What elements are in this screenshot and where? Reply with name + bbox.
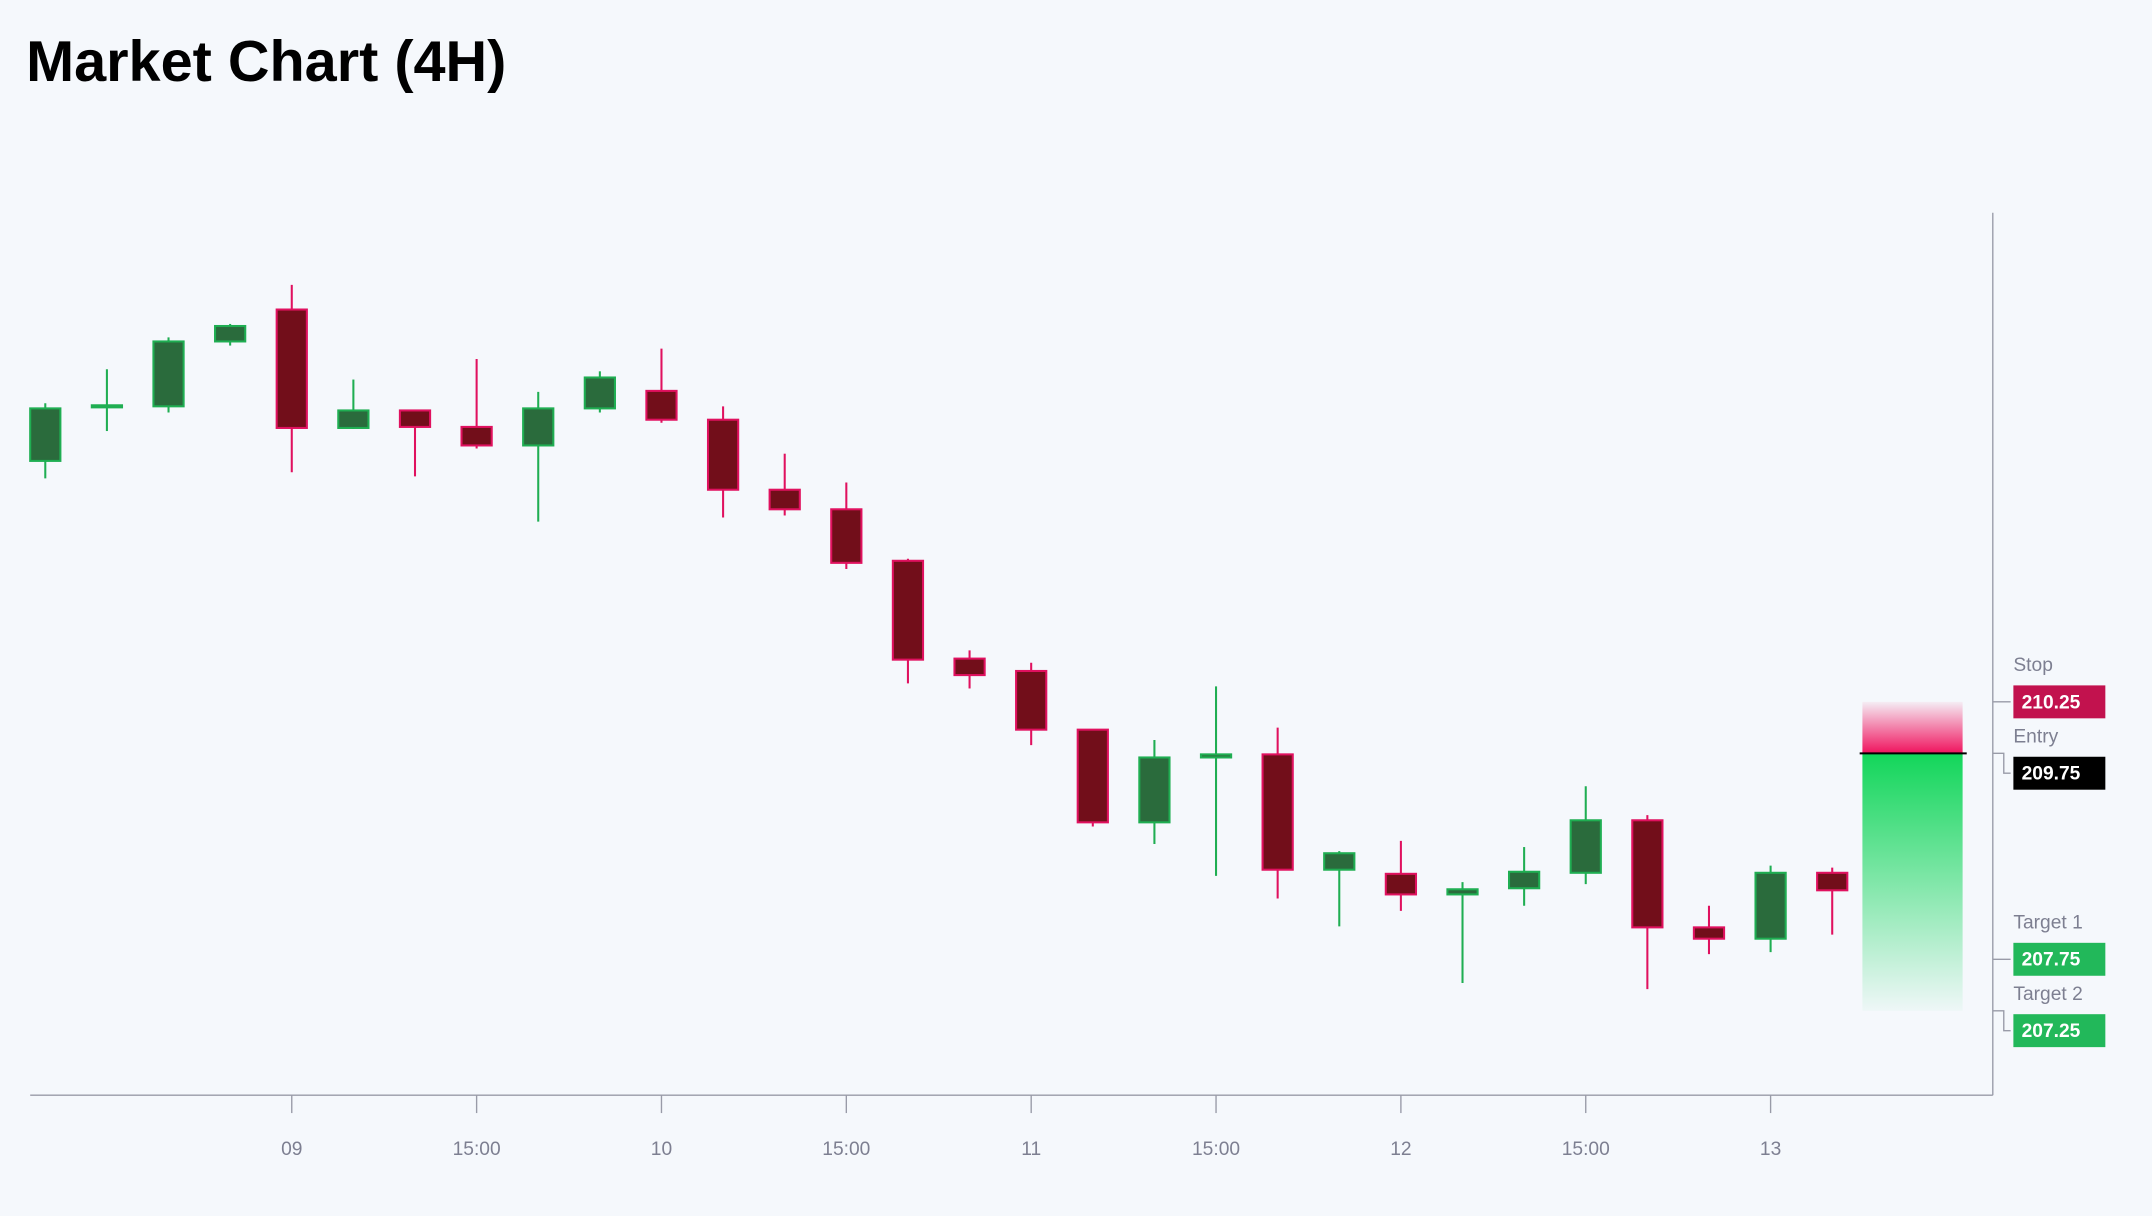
- x-tick-label: 13: [1760, 1139, 1781, 1160]
- level-value: 209.75: [2022, 764, 2081, 785]
- x-tick-label: 11: [1021, 1139, 1041, 1160]
- level-label: Target 1: [2013, 913, 2082, 934]
- candle-body: [768, 488, 801, 511]
- candle-body: [1323, 852, 1356, 871]
- x-tick-label: 12: [1390, 1139, 1411, 1160]
- level-badge: [2013, 1014, 2106, 1048]
- candle-body: [1508, 870, 1541, 890]
- candle-body: [706, 418, 740, 491]
- chart-title: Market Chart (4H): [26, 30, 506, 94]
- candle-body: [214, 324, 247, 343]
- candle-body: [337, 409, 370, 429]
- x-tick-label: 09: [281, 1139, 302, 1160]
- candle-body: [645, 389, 678, 421]
- stop-zone: [1862, 701, 1963, 754]
- level-tick: [1992, 752, 2011, 774]
- x-tick-label: 10: [651, 1139, 672, 1160]
- level-badge: [2013, 685, 2106, 719]
- level-badge: [2013, 756, 2106, 790]
- candle-body: [1692, 926, 1726, 940]
- candle-body: [1384, 872, 1418, 896]
- candle-body: [1199, 753, 1233, 759]
- level-badge: [2013, 942, 2106, 976]
- level-label: Target 2: [2013, 984, 2082, 1005]
- x-tick-label: 15:00: [1562, 1139, 1610, 1160]
- candle-body: [1015, 669, 1048, 731]
- candle-body: [1446, 888, 1479, 896]
- candle-body: [1816, 871, 1849, 892]
- candle-body: [152, 340, 185, 408]
- candle-body: [275, 308, 308, 429]
- level-value: 210.25: [2022, 692, 2081, 713]
- candle-body: [1138, 756, 1171, 824]
- candle-body: [1076, 728, 1109, 824]
- level-label: Stop: [2013, 655, 2053, 676]
- x-tick-label: 15:00: [453, 1139, 501, 1160]
- candle-body: [460, 425, 493, 447]
- level-value: 207.25: [2022, 1021, 2081, 1042]
- x-tick-label: 15:00: [822, 1139, 870, 1160]
- candle-body: [1261, 753, 1294, 871]
- x-tick-label: 15:00: [1192, 1139, 1240, 1160]
- candle-body: [830, 508, 863, 564]
- level-value: 207.75: [2022, 950, 2081, 971]
- candle-body: [1631, 819, 1664, 929]
- candle-body: [583, 376, 616, 410]
- candle-body: [1569, 819, 1602, 874]
- level-tick: [1992, 1010, 2011, 1032]
- candle-body: [1754, 871, 1787, 940]
- target-zone: [1862, 753, 1963, 1011]
- candle-body: [522, 407, 555, 447]
- candle-body: [953, 657, 986, 677]
- candle-body: [29, 407, 62, 462]
- candle-body: [398, 409, 432, 428]
- level-label: Entry: [2013, 727, 2058, 748]
- candle-body: [891, 559, 925, 661]
- candle-body: [90, 404, 124, 409]
